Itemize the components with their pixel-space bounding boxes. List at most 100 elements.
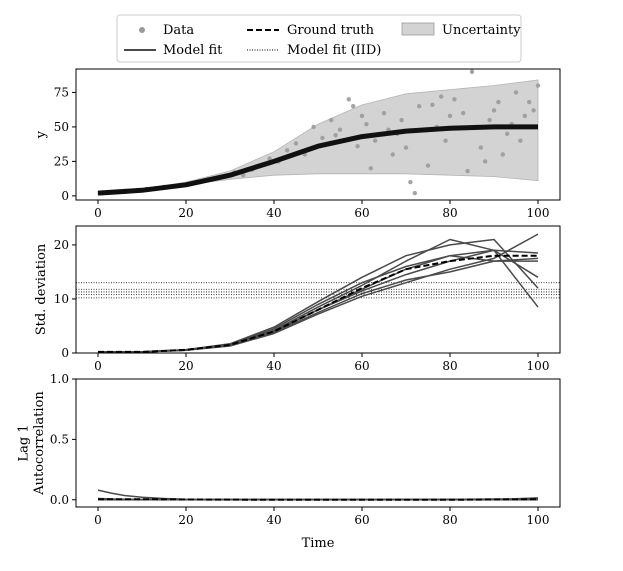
legend-model-fit-iid-label: Model fit (IID)	[287, 43, 381, 58]
data-point	[311, 124, 316, 130]
data-point	[461, 110, 466, 116]
axes-frame	[75, 68, 561, 201]
legend-uncertainty-swatch	[401, 22, 435, 36]
x-tick-label: 40	[266, 359, 281, 373]
data-point	[522, 113, 527, 119]
y-tick-label: 0	[61, 346, 69, 360]
data-point	[491, 108, 497, 113]
y-tick-label: 0	[61, 189, 69, 203]
data-point	[329, 117, 334, 123]
data-point	[337, 127, 343, 132]
data-point	[430, 102, 435, 108]
plot-area	[97, 489, 539, 501]
y-axis-label: y	[34, 130, 49, 139]
data-point	[487, 117, 492, 123]
data-point	[399, 117, 404, 123]
y-tick-label: 0.5	[50, 432, 69, 446]
legend-model-fit-label: Model fit	[163, 43, 223, 58]
x-axis-label: Time	[302, 536, 335, 551]
data-point	[364, 121, 369, 127]
data-point	[483, 159, 488, 164]
x-tick-label: 100	[527, 359, 550, 373]
y-tick-label: 75	[54, 85, 69, 99]
data-point	[346, 97, 351, 102]
x-tick-label: 100	[527, 513, 550, 527]
data-point	[390, 152, 395, 157]
ground-truth-line	[98, 254, 538, 353]
data-point	[412, 190, 417, 196]
uncertainty-band	[97, 79, 539, 195]
model-fit-line	[97, 489, 539, 501]
model-fit-line	[98, 233, 539, 353]
data-point	[465, 168, 470, 174]
y-tick-label: 20	[54, 238, 69, 252]
x-tick-label: 40	[266, 206, 281, 220]
data-point	[408, 179, 413, 185]
y-axis-label-line: Lag 1	[16, 424, 31, 461]
x-tick-label: 60	[354, 513, 369, 527]
y-tick-label: 50	[54, 120, 69, 134]
legend-data-marker	[139, 27, 145, 33]
ground-truth-line	[98, 498, 539, 501]
data-point	[505, 131, 510, 137]
panel-std-deviation: 0 20 40 60 80 100 0 10 20 Std. deviation	[34, 225, 561, 373]
plot-area	[76, 233, 560, 353]
axes-frame	[75, 225, 561, 354]
data-point	[535, 83, 541, 88]
x-tick-label: 0	[94, 513, 102, 527]
data-point	[527, 99, 532, 105]
x-tick-label: 80	[442, 206, 457, 220]
data-point	[443, 138, 448, 143]
data-point	[293, 141, 299, 146]
x-tick-label: 80	[442, 359, 457, 373]
panel-y: 0 20 40 60 80 100 0 25 50 75 y	[34, 68, 561, 220]
data-point	[513, 90, 519, 95]
data-point	[320, 135, 325, 141]
plot-area	[97, 69, 541, 196]
axes-frame	[75, 378, 561, 508]
x-tick-label: 20	[178, 206, 193, 220]
data-point	[478, 145, 483, 150]
legend: Data Model fit Ground truth Model fit (I…	[116, 14, 522, 63]
data-point	[381, 110, 387, 116]
data-point	[469, 69, 475, 74]
y-axis-label: Std. deviation	[34, 243, 49, 335]
data-point	[267, 156, 272, 161]
data-point	[355, 144, 360, 149]
x-tick-label: 80	[442, 513, 457, 527]
data-point	[359, 113, 365, 119]
data-point	[403, 145, 409, 150]
y-tick-label: 1.0	[50, 372, 69, 386]
legend-data-label: Data	[163, 23, 194, 38]
legend-ground-truth-label: Ground truth	[287, 23, 375, 38]
x-tick-label: 0	[94, 359, 102, 373]
y-tick-label: 25	[54, 154, 69, 168]
x-tick-label: 40	[266, 513, 281, 527]
data-point	[531, 108, 536, 113]
data-point	[447, 113, 453, 119]
data-point	[496, 99, 501, 105]
data-point	[417, 104, 422, 109]
data-point	[368, 166, 373, 171]
x-tick-label: 60	[354, 206, 369, 220]
y-tick-label: 10	[54, 292, 69, 306]
x-tick-label: 0	[94, 206, 102, 220]
y-tick-label: 0.0	[50, 493, 69, 507]
data-point	[500, 152, 505, 157]
data-point	[439, 94, 444, 99]
data-point	[452, 97, 457, 102]
legend-uncertainty-label: Uncertainty	[442, 23, 521, 38]
data-point	[241, 172, 246, 178]
data-point	[373, 138, 378, 143]
y-axis-label-line: Autocorrelation	[32, 391, 47, 496]
x-tick-label: 60	[354, 359, 369, 373]
data-point	[333, 132, 338, 138]
data-point	[425, 163, 431, 168]
data-point	[351, 104, 356, 109]
data-point	[518, 138, 523, 143]
y-axis-label: Lag 1Autocorrelation	[16, 391, 47, 496]
x-tick-label: 20	[178, 359, 193, 373]
x-tick-label: 20	[178, 513, 193, 527]
